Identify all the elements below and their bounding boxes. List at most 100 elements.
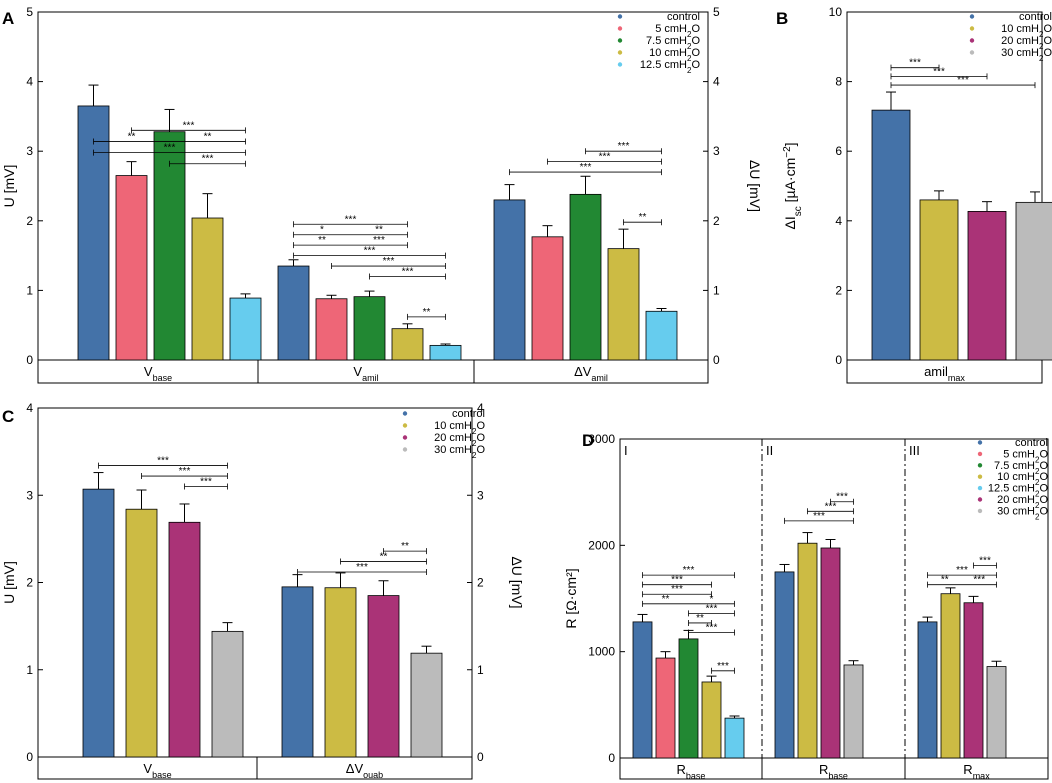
plot-frame	[37, 11, 709, 384]
y2-axis-label: ΔU [mV]	[509, 556, 525, 608]
legend-label: 12.5 cmH2O	[988, 483, 1049, 499]
panel-b: B 0 2 4 6 8 10 ΔIsc [µA·cm−2] amilmax *** *** *** co…	[776, 5, 1052, 384]
bar	[125, 508, 158, 758]
significance-label: ***	[183, 120, 195, 131]
y-tick-label: 5	[26, 5, 33, 19]
significance-label: ***	[200, 477, 212, 488]
panel-label: A	[2, 9, 14, 28]
y-tick-label: 1000	[588, 645, 615, 659]
bar	[774, 571, 795, 759]
bar	[353, 296, 386, 361]
bar	[168, 521, 201, 758]
y-tick-label: 6	[835, 144, 842, 158]
significance-label: ***	[599, 152, 611, 163]
legend-label: 5 cmH2O	[1003, 448, 1048, 464]
y2-tick-label: 1	[477, 663, 484, 677]
bar	[917, 621, 938, 759]
legend-marker	[617, 50, 623, 55]
legend-label: 5 cmH2O	[655, 23, 700, 39]
panel-label: C	[2, 407, 14, 426]
y2-tick-label: 2	[477, 576, 484, 590]
y-tick-label: 4	[26, 401, 33, 415]
significance-label: ***	[956, 565, 968, 576]
significance-label: ***	[671, 575, 683, 586]
bar	[82, 488, 115, 758]
y-axis-label: U [mV]	[1, 561, 17, 604]
significance-label: ***	[373, 235, 385, 246]
significance-label: ***	[909, 58, 921, 69]
plot-frame	[846, 11, 1043, 384]
section-label: II	[766, 443, 773, 458]
y2-tick-label: 5	[713, 5, 720, 19]
bar	[191, 217, 224, 361]
legend-label: 10 cmH2O	[649, 47, 700, 63]
bar	[77, 105, 110, 361]
bar	[493, 199, 526, 361]
category-label: Vbase	[143, 761, 171, 780]
bar	[324, 587, 357, 758]
y2-tick-label: 3	[713, 144, 720, 158]
bar	[678, 638, 699, 759]
significance-label: ***	[825, 501, 837, 512]
bar	[871, 109, 911, 361]
significance-label: **	[128, 131, 136, 142]
bar	[701, 681, 722, 759]
significance-label: ***	[706, 623, 718, 634]
y-tick-label: 4	[835, 214, 842, 228]
category-label: Rbase	[677, 762, 706, 781]
significance-label: ***	[164, 143, 176, 154]
y-tick-label: 4	[26, 75, 33, 89]
significance-label: ***	[202, 154, 214, 165]
section-label: III	[909, 443, 920, 458]
significance-label: ***	[933, 66, 945, 77]
legend-marker	[977, 440, 983, 445]
significance-label: *	[320, 225, 324, 236]
y-tick-label: 2	[835, 283, 842, 297]
significance-label: ***	[706, 603, 718, 614]
legend-marker	[402, 447, 408, 452]
legend-marker	[617, 38, 623, 43]
significance-label: ***	[356, 562, 368, 573]
significance-label: **	[380, 552, 388, 563]
bar	[211, 630, 244, 758]
legend-label: 12.5 cmH2O	[640, 59, 701, 75]
bar	[277, 265, 310, 361]
bar	[607, 248, 640, 361]
y-tick-label: 0	[835, 353, 842, 367]
significance-label: **	[401, 541, 409, 552]
y-tick-label: 3	[26, 144, 33, 158]
significance-label: *	[710, 594, 714, 605]
significance-label: **	[639, 212, 647, 223]
bar	[429, 344, 462, 361]
panel-a: A 0 1 2 3 4 5 0 1 2 3 4 5 U [mV] ΔU [mV] Vbase Vamil ΔVam…	[1, 5, 763, 384]
significance-label: ***	[836, 492, 848, 503]
category-label: Vamil	[353, 364, 378, 383]
y-axis-label: R [Ω·cm²]	[563, 568, 579, 628]
significance-label: **	[941, 575, 949, 586]
bar	[919, 199, 959, 361]
legend-marker	[402, 411, 408, 416]
legend-marker	[617, 26, 623, 31]
y-tick-label: 0	[608, 751, 615, 765]
category-label: ΔVouab	[346, 761, 383, 780]
bar	[843, 664, 864, 759]
bar	[315, 298, 348, 361]
section-label: I	[624, 443, 628, 458]
legend-label: 7.5 cmH2O	[646, 35, 700, 51]
bar	[531, 236, 564, 361]
legend-label: 30 cmH2O	[434, 444, 485, 460]
bar	[986, 666, 1007, 759]
legend-marker	[402, 423, 408, 428]
y-tick-label: 2	[26, 576, 33, 590]
significance-label: ***	[157, 456, 169, 467]
plot-frame	[619, 438, 1049, 780]
bar	[940, 593, 961, 759]
y-axis-label: ΔIsc [µA·cm−2]	[782, 142, 804, 229]
legend-label: 30 cmH2O	[1001, 47, 1052, 63]
panel-label: B	[776, 9, 788, 28]
y-axis-label: U [mV]	[1, 165, 17, 208]
legend-label: 20 cmH2O	[434, 432, 485, 448]
y-tick-label: 2000	[588, 538, 615, 552]
legend-marker	[402, 435, 408, 440]
